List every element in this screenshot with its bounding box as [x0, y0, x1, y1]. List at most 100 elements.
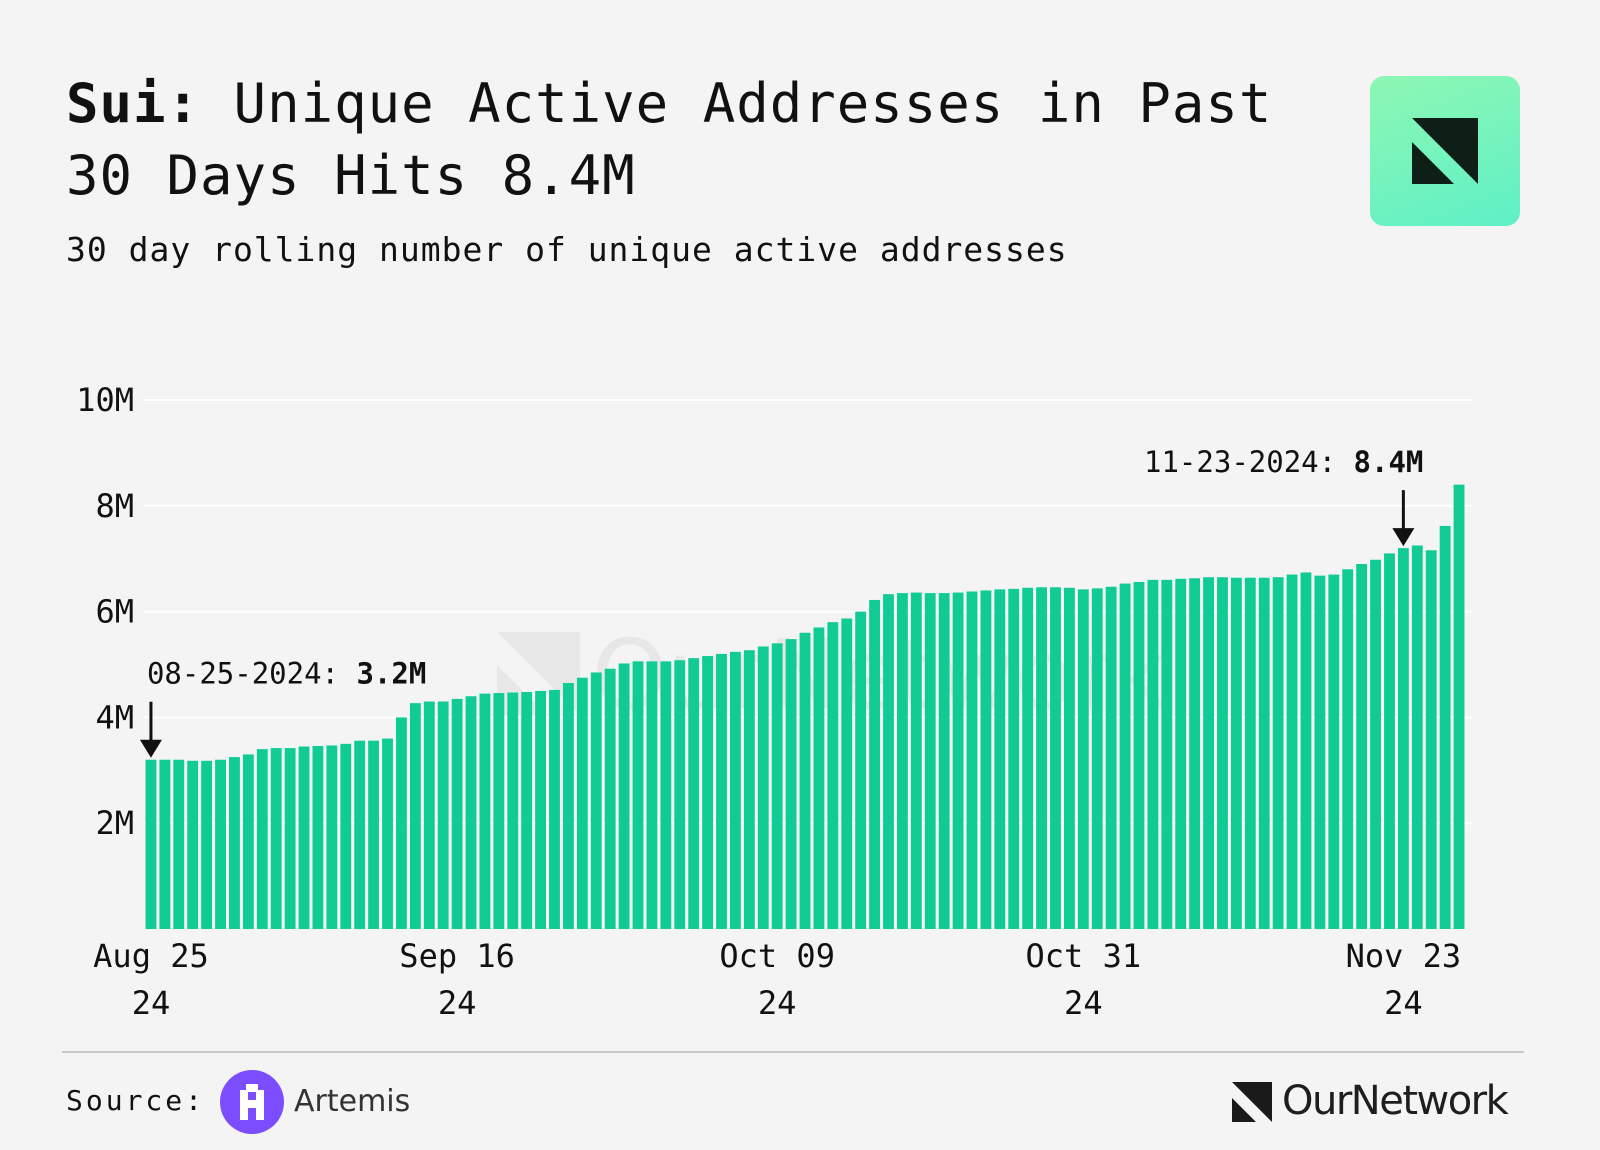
bar: [326, 745, 338, 929]
bar: [1272, 577, 1284, 929]
bar: [827, 622, 839, 929]
bar: [883, 594, 894, 929]
bar: [1384, 553, 1395, 929]
bar: [409, 703, 421, 929]
bar: [702, 656, 714, 929]
bar: [145, 759, 157, 929]
bar: [187, 760, 199, 929]
y-tick-label: 2M: [95, 804, 134, 842]
y-tick-label: 4M: [95, 698, 134, 736]
bar: [1314, 575, 1326, 929]
bar: [270, 748, 282, 929]
bar: [952, 592, 964, 929]
bar: [535, 690, 547, 929]
bar: [493, 693, 505, 929]
ournetwork-mark-icon: [1232, 1082, 1272, 1122]
bar: [201, 760, 213, 929]
bar: [1091, 588, 1103, 929]
bar: [1286, 574, 1298, 929]
bar: [1439, 525, 1451, 929]
bar: [1133, 581, 1145, 929]
bar: [1063, 587, 1075, 929]
x-tick-label: Oct 31: [1026, 937, 1142, 975]
bar: [1050, 587, 1061, 929]
bar: [173, 759, 185, 929]
annotation-arrowhead-icon: [139, 739, 162, 758]
footer-divider: [62, 1051, 1524, 1053]
annotation-label: 08-25-2024: 3.2M: [147, 657, 426, 691]
bar: [340, 743, 352, 929]
bar: [1411, 545, 1423, 929]
bar: [1203, 577, 1214, 929]
x-tick-year-label: 24: [1384, 984, 1423, 1022]
bar: [1342, 569, 1354, 929]
x-tick-year-label: 24: [132, 984, 171, 1022]
bar: [354, 740, 366, 929]
bar: [855, 611, 867, 929]
bar: [1175, 578, 1187, 929]
bar: [1300, 572, 1312, 929]
x-tick-label: Oct 09: [719, 937, 835, 975]
x-tick-year-label: 24: [758, 984, 797, 1022]
bar: [549, 689, 560, 929]
bar: [1217, 577, 1228, 929]
bar: [256, 749, 268, 929]
bar: [1370, 559, 1381, 929]
bar: [994, 589, 1006, 929]
bar: [1147, 579, 1159, 929]
annotation-label: 11-23-2024: 8.4M: [1144, 445, 1423, 479]
bar: [1244, 577, 1256, 929]
bar: [660, 661, 672, 929]
bar: [1105, 586, 1117, 929]
bar: [229, 757, 240, 929]
bar: [966, 591, 978, 929]
bar: [465, 696, 477, 929]
bar: [618, 663, 630, 929]
y-tick-label: 10M: [76, 381, 134, 419]
y-tick-label: 6M: [95, 593, 134, 631]
bar: [1356, 563, 1368, 929]
bar: [1258, 577, 1270, 929]
artemis-logo-icon: [220, 1070, 284, 1134]
bar: [242, 754, 254, 929]
bar: [1036, 587, 1047, 929]
bar: [284, 748, 296, 929]
bar: [1077, 589, 1089, 929]
bar: [382, 738, 393, 929]
annotation-arrowhead-icon: [1392, 528, 1415, 547]
chart-title: Sui: Unique Active Addresses in Past 30 …: [66, 68, 1326, 212]
bar: [632, 661, 644, 929]
bar: [1119, 583, 1131, 929]
bar: [563, 683, 574, 929]
title-symbol: Sui:: [66, 72, 201, 135]
bar: [368, 740, 380, 929]
bar: [910, 592, 922, 929]
x-tick-label: Sep 16: [399, 937, 515, 975]
bar: [869, 599, 880, 929]
bar: [1230, 577, 1242, 929]
bar: [924, 593, 936, 929]
bar: [757, 646, 769, 929]
bar: [841, 618, 853, 929]
bar: [507, 692, 519, 929]
bar: [451, 698, 463, 929]
bar: [896, 593, 908, 929]
bar: [771, 643, 783, 929]
bar: [396, 717, 407, 929]
bar: [590, 672, 602, 929]
bar: [785, 639, 797, 929]
bar: [813, 627, 825, 929]
bar: [646, 661, 658, 929]
bar: [1328, 574, 1340, 929]
chart-subtitle: 30 day rolling number of unique active a…: [66, 230, 1068, 269]
bar: [688, 658, 700, 929]
bar: [576, 677, 588, 929]
bar: [1189, 578, 1201, 929]
y-tick-label: 8M: [95, 487, 134, 525]
bar: [799, 632, 811, 929]
bar: [423, 701, 435, 929]
bar: [437, 701, 449, 929]
source-name: Artemis: [294, 1084, 411, 1119]
bar: [1161, 579, 1173, 929]
